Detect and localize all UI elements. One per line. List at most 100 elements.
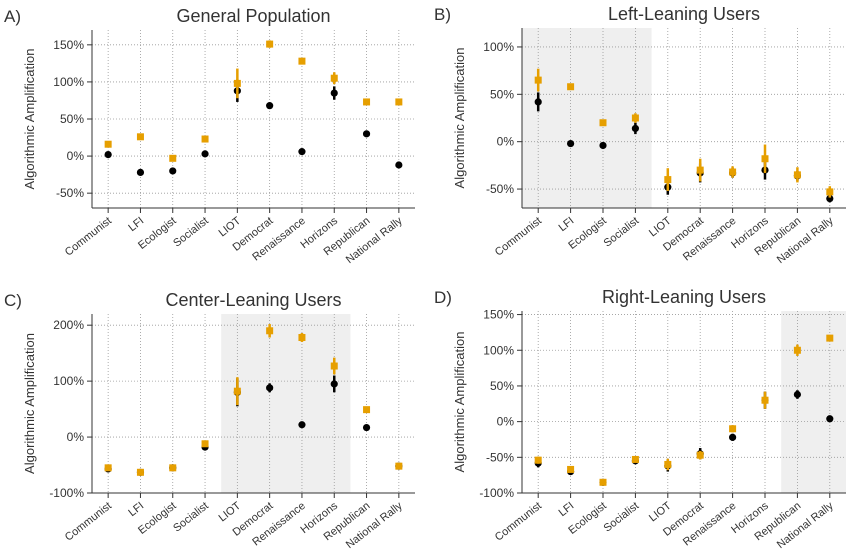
y-tick-label: 0% bbox=[67, 430, 85, 444]
x-tick-label: National Rally bbox=[775, 500, 836, 552]
point bbox=[298, 148, 306, 156]
point bbox=[729, 168, 737, 176]
y-tick-label: 100% bbox=[483, 40, 514, 54]
point bbox=[729, 433, 737, 441]
y-tick-label: 150% bbox=[53, 38, 84, 52]
point bbox=[826, 415, 834, 423]
y-tick-label: 50% bbox=[490, 87, 514, 101]
chart-title: Right-Leaning Users bbox=[602, 287, 766, 307]
point bbox=[793, 171, 801, 179]
point bbox=[201, 440, 209, 448]
point bbox=[233, 387, 241, 395]
x-tick-label: Socialist bbox=[171, 500, 211, 535]
point bbox=[696, 451, 704, 459]
point bbox=[201, 135, 209, 143]
point bbox=[169, 167, 177, 175]
y-axis-label: Algorithmic Amplification bbox=[452, 332, 467, 473]
point bbox=[631, 124, 640, 133]
chart-title: Center-Leaning Users bbox=[165, 290, 341, 310]
point bbox=[330, 74, 338, 82]
point bbox=[363, 406, 371, 414]
y-tick-label: -50% bbox=[56, 186, 84, 200]
x-tick-label: LIOT bbox=[217, 215, 244, 240]
y-tick-label: 200% bbox=[53, 318, 84, 332]
point bbox=[266, 40, 274, 48]
point bbox=[266, 102, 274, 110]
point bbox=[664, 176, 672, 184]
y-tick-label: 100% bbox=[483, 343, 514, 357]
x-tick-label: LFI bbox=[557, 215, 577, 234]
point bbox=[266, 327, 274, 335]
point bbox=[826, 188, 834, 196]
x-tick-label: LIOT bbox=[217, 500, 244, 525]
point bbox=[826, 194, 834, 203]
x-tick-label: LIOT bbox=[647, 215, 674, 240]
x-tick-label: Communist bbox=[63, 500, 114, 544]
point bbox=[104, 464, 112, 472]
point bbox=[169, 154, 177, 162]
panel: D) Right-Leaning Users Algorithmic Amplifi… bbox=[434, 287, 846, 551]
y-tick-label: 150% bbox=[483, 308, 514, 322]
shaded-region bbox=[522, 28, 652, 208]
y-tick-label: 0% bbox=[67, 149, 85, 163]
point bbox=[298, 333, 306, 341]
point bbox=[298, 57, 306, 65]
point bbox=[599, 119, 607, 127]
y-tick-label: 100% bbox=[53, 374, 84, 388]
chart-title: General Population bbox=[176, 6, 330, 26]
point bbox=[362, 130, 371, 138]
point bbox=[233, 79, 241, 87]
panel: C) Center-Leaning Users Algorithmic Amplif… bbox=[4, 290, 415, 551]
y-tick-label: -50% bbox=[486, 182, 514, 196]
x-tick-label: LFI bbox=[126, 500, 146, 519]
point bbox=[330, 89, 338, 97]
point bbox=[330, 380, 338, 388]
x-tick-label: National Rally bbox=[775, 215, 836, 267]
y-tick-label: -50% bbox=[486, 450, 514, 464]
point bbox=[729, 425, 737, 433]
y-tick-label: -100% bbox=[49, 486, 84, 500]
point bbox=[330, 362, 338, 370]
point bbox=[696, 166, 704, 174]
shaded-region bbox=[781, 311, 846, 493]
x-tick-label: LFI bbox=[557, 500, 577, 519]
x-tick-label: Communist bbox=[63, 215, 114, 259]
x-tick-label: LFI bbox=[126, 215, 146, 234]
panel-label: C) bbox=[4, 291, 22, 310]
point bbox=[266, 384, 274, 392]
point bbox=[104, 140, 112, 148]
point bbox=[169, 464, 177, 472]
point bbox=[567, 139, 575, 148]
point bbox=[136, 133, 144, 141]
shaded-region bbox=[221, 314, 351, 493]
point bbox=[567, 465, 575, 473]
y-tick-label: 0% bbox=[497, 415, 515, 429]
y-tick-label: 50% bbox=[490, 379, 514, 393]
point bbox=[793, 346, 801, 354]
point bbox=[395, 98, 403, 106]
y-axis-label: Algorithmic Amplification bbox=[452, 48, 467, 189]
y-tick-label: -100% bbox=[479, 486, 514, 500]
panel: B) Left-Leaning Users Algorithmic Amplific… bbox=[434, 4, 846, 266]
point bbox=[826, 334, 834, 342]
x-tick-label: Communist bbox=[493, 215, 544, 259]
x-tick-label: Communist bbox=[493, 500, 544, 544]
point bbox=[761, 396, 769, 404]
point bbox=[395, 161, 403, 169]
point bbox=[362, 423, 371, 432]
point bbox=[599, 478, 607, 486]
point bbox=[567, 83, 575, 91]
point bbox=[631, 114, 639, 122]
panel-label: D) bbox=[434, 288, 452, 307]
point bbox=[136, 168, 145, 176]
x-tick-label: Socialist bbox=[602, 215, 642, 250]
point bbox=[395, 462, 403, 470]
point bbox=[761, 155, 769, 163]
point bbox=[534, 98, 542, 106]
y-tick-label: 0% bbox=[497, 135, 515, 149]
y-axis-label: Algorithmic Amplification bbox=[22, 49, 37, 190]
panel: A) General Population Algorithmic Amplific… bbox=[4, 6, 415, 266]
y-tick-label: 100% bbox=[53, 75, 84, 89]
point bbox=[201, 150, 209, 158]
